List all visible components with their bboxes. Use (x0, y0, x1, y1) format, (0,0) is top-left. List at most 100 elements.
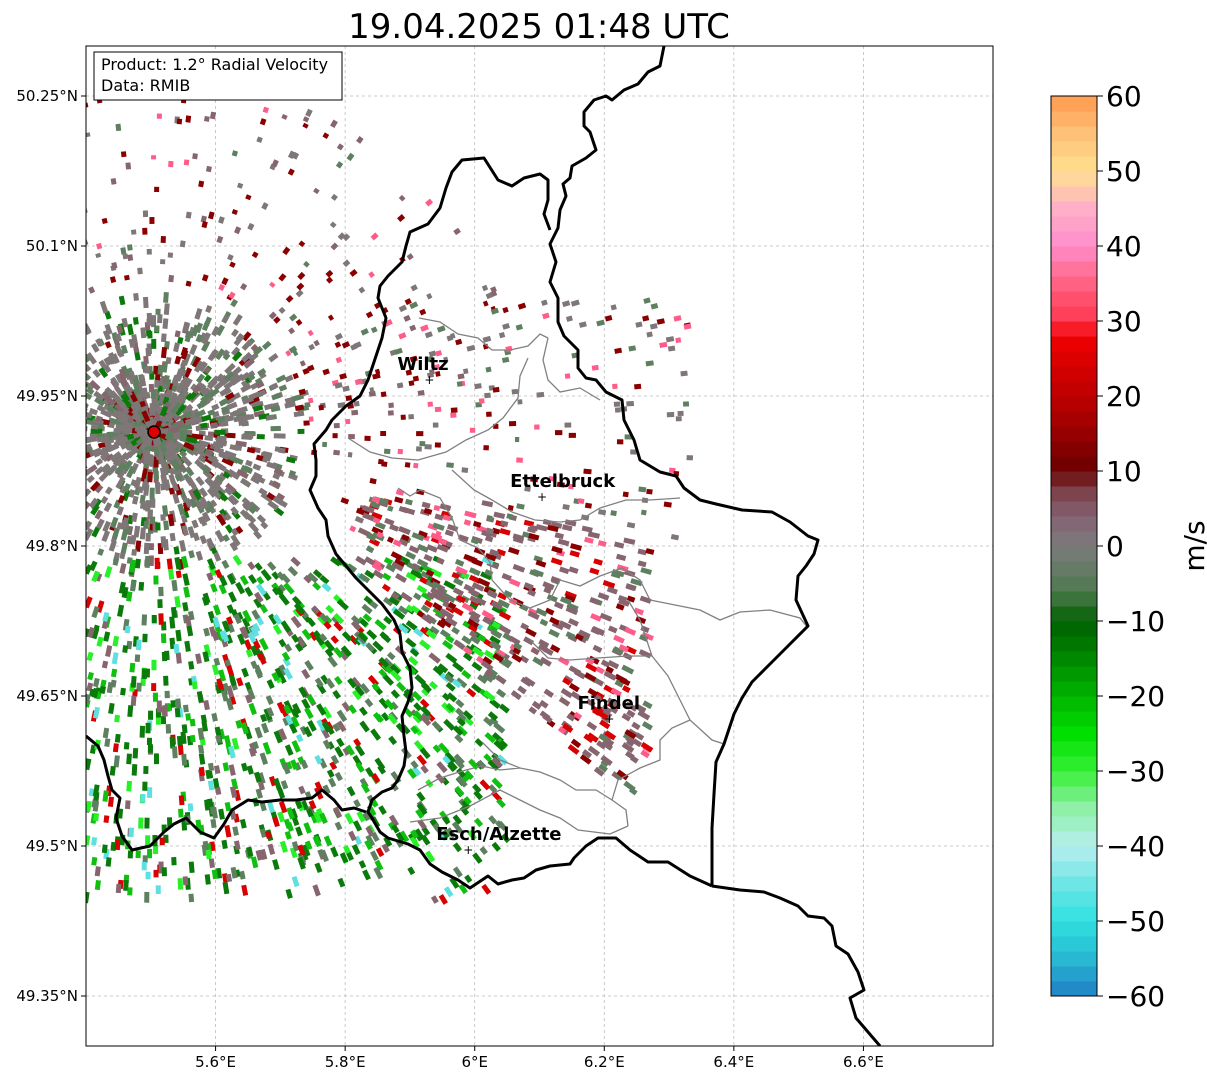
radar-echo (114, 839, 121, 851)
radar-echo (170, 459, 181, 472)
radar-echo (508, 421, 517, 427)
radar-echo (1, 397, 10, 404)
radar-echo (469, 427, 476, 433)
radar-echo (215, 735, 222, 744)
radar-echo (481, 529, 492, 538)
radar-echo (244, 694, 253, 704)
radar-echo (0, 360, 1, 366)
radar-echo (244, 586, 254, 597)
radar-echo (345, 395, 353, 402)
radar-echo (292, 607, 302, 618)
radar-echo (128, 489, 136, 498)
radar-echo (383, 615, 393, 625)
radar-echo (382, 673, 395, 686)
radar-echo (630, 578, 643, 587)
radar-echo (126, 535, 133, 545)
radar-echo (209, 348, 219, 360)
radar-echo (621, 664, 635, 675)
radar-echo (377, 458, 384, 465)
radar-echo (48, 472, 61, 482)
district-boundaries (347, 317, 809, 835)
radar-echo (360, 782, 371, 794)
radar-echo (170, 406, 179, 415)
radar-echo (425, 614, 435, 623)
radar-echo (471, 646, 485, 658)
radar-echo (214, 529, 225, 543)
radar-echo (468, 567, 481, 577)
radar-echo (266, 707, 275, 718)
radar-echo (531, 568, 544, 578)
radar-echo (569, 550, 580, 558)
radar-echo (184, 497, 193, 508)
colorbar-band (1051, 546, 1097, 562)
radar-echo (481, 284, 489, 292)
radar-echo (605, 738, 615, 747)
lat-tick-label: 49.35°N (16, 987, 78, 1005)
radar-echo (53, 429, 60, 434)
radar-echo (180, 349, 189, 360)
radar-echo (417, 543, 429, 553)
radar-echo (128, 371, 136, 380)
radar-echo (386, 651, 396, 661)
radar-echo (123, 483, 131, 493)
colorbar-band (1051, 696, 1097, 712)
radar-echo (134, 476, 142, 489)
radar-echo (430, 568, 443, 578)
radar-echo (90, 504, 100, 516)
radar-echo (250, 343, 259, 352)
radar-echo (410, 829, 419, 839)
radar-echo (405, 369, 413, 376)
radar-echo (94, 484, 104, 494)
radar-echo (228, 291, 236, 300)
radar-echo (67, 377, 76, 385)
radar-echo (491, 752, 503, 764)
radar-echo (369, 477, 377, 485)
radar-echo (305, 108, 313, 118)
radar-echo (108, 702, 115, 715)
radar-echo (120, 247, 127, 255)
radar-echo (132, 316, 139, 325)
colorbar-band (1051, 561, 1097, 577)
radar-echo (113, 755, 120, 768)
radar-echo (72, 309, 80, 318)
radar-echo (421, 591, 433, 602)
radar-echo (218, 216, 225, 224)
radar-echo (143, 542, 150, 555)
radar-echo (485, 527, 495, 535)
radar-echo (562, 503, 570, 511)
radar-echo (238, 419, 248, 426)
radar-echo (297, 844, 306, 856)
radar-echo (365, 642, 376, 653)
radar-echo (232, 826, 239, 836)
radar-echo (455, 677, 468, 689)
radar-echo (135, 540, 142, 552)
radar-echo (330, 846, 339, 858)
radar-echo (120, 151, 127, 158)
radar-echo (471, 661, 483, 672)
radar-echo (323, 835, 333, 847)
radar-echo (160, 333, 167, 343)
radar-echo (308, 416, 314, 422)
radar-echo (230, 506, 239, 516)
radar-echo (372, 640, 384, 652)
radar-echo (240, 383, 252, 393)
radar-echo (184, 377, 193, 388)
radar-echo (102, 329, 112, 341)
radar-echo (432, 744, 442, 754)
radar-echo (206, 558, 216, 571)
radar-echo (599, 719, 611, 730)
radar-echo (182, 876, 189, 886)
radar-echo (568, 483, 574, 490)
radar-echo (241, 351, 253, 363)
radar-echo (226, 604, 235, 614)
radar-echo (129, 580, 137, 592)
radar-echo (474, 383, 482, 390)
radar-echo (153, 400, 160, 412)
radar-echo (495, 648, 506, 658)
colorbar-band (1051, 456, 1097, 472)
radar-echo (278, 306, 286, 314)
radar-echo (154, 413, 161, 422)
radar-echo (272, 859, 280, 871)
radar-echo (278, 273, 287, 282)
radar-echo (410, 569, 424, 580)
